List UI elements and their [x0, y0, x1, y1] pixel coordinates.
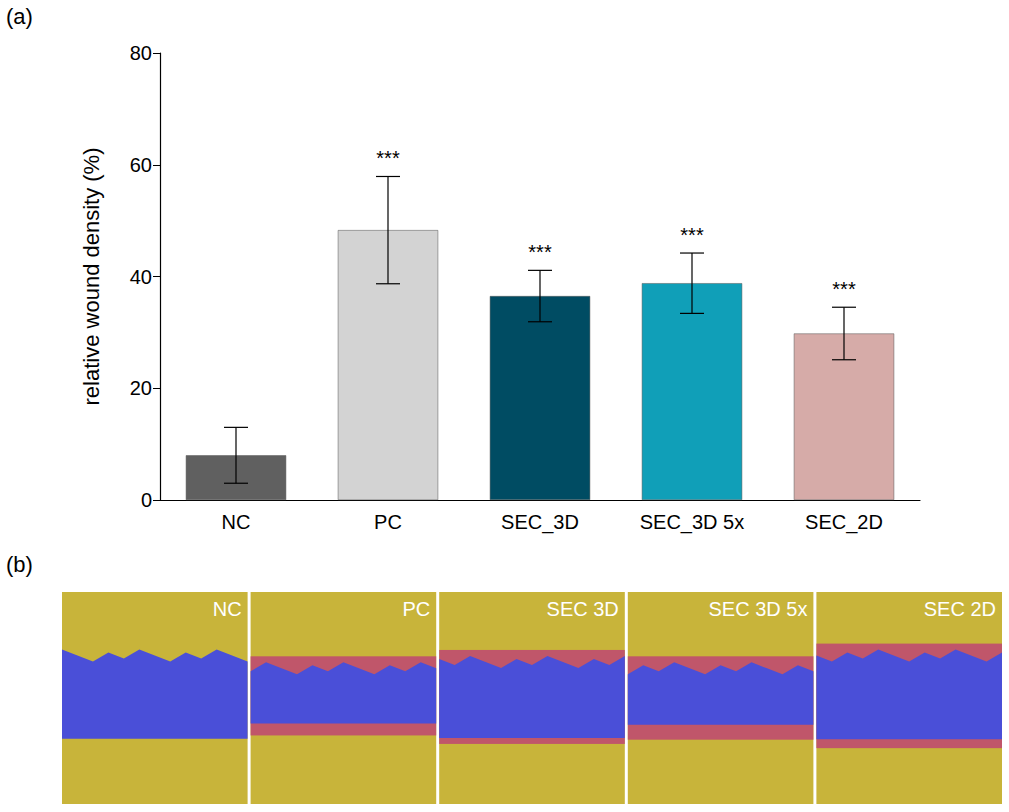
svg-text:20: 20 — [130, 377, 152, 399]
svg-text:80: 80 — [130, 42, 152, 64]
svg-text:***: *** — [528, 241, 552, 263]
svg-text:SEC 3D: SEC 3D — [547, 598, 619, 620]
svg-text:***: *** — [376, 147, 400, 169]
svg-text:SEC 3D 5x: SEC 3D 5x — [708, 598, 807, 620]
svg-text:SEC_2D: SEC_2D — [805, 511, 883, 534]
svg-text:NC: NC — [213, 598, 242, 620]
svg-text:60: 60 — [130, 154, 152, 176]
svg-text:***: *** — [680, 224, 704, 246]
svg-text:SEC 2D: SEC 2D — [924, 598, 996, 620]
svg-text:NC: NC — [222, 511, 251, 533]
html-text:(a): (a) — [6, 4, 33, 29]
html-text:(b): (b) — [6, 552, 33, 577]
svg-text:0: 0 — [141, 489, 152, 511]
svg-text:SEC_3D: SEC_3D — [501, 511, 579, 534]
svg-text:relative wound density (%): relative wound density (%) — [79, 147, 104, 405]
svg-text:SEC_3D 5x: SEC_3D 5x — [640, 511, 745, 534]
svg-text:***: *** — [832, 278, 856, 300]
svg-text:40: 40 — [130, 266, 152, 288]
svg-text:PC: PC — [374, 511, 402, 533]
svg-text:PC: PC — [402, 598, 430, 620]
